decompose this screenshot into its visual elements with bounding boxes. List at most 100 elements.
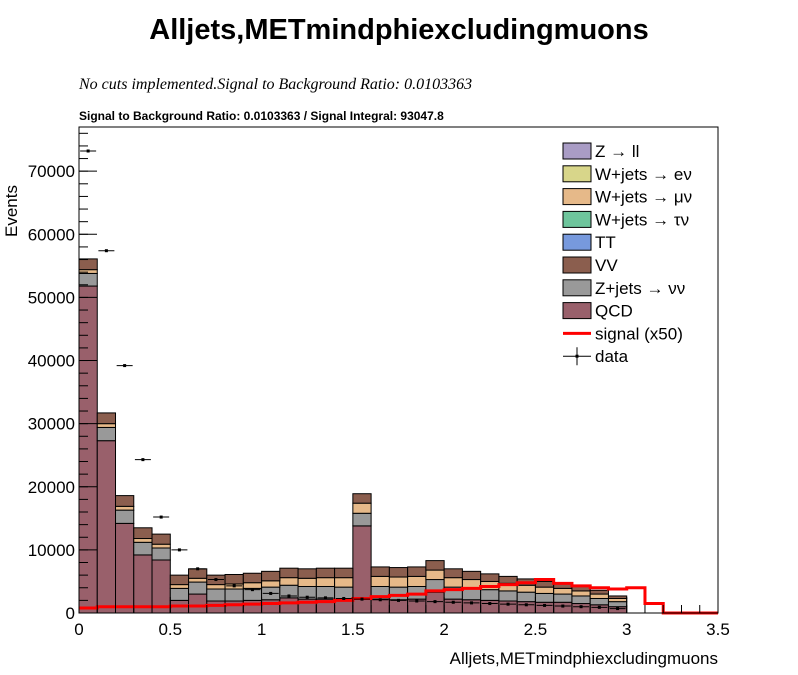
legend-label: data	[595, 347, 629, 366]
data-point	[445, 600, 462, 604]
data-marker	[196, 567, 200, 571]
data-point	[226, 584, 243, 588]
data-point	[573, 605, 590, 609]
data-marker	[433, 600, 437, 604]
data-marker	[470, 601, 474, 605]
plot-background	[79, 127, 718, 613]
bar	[388, 586, 409, 601]
bar	[534, 580, 555, 588]
legend-label: W+jets → τν	[595, 210, 689, 229]
bar	[315, 567, 336, 579]
bar	[571, 603, 591, 614]
data-point	[80, 149, 97, 153]
axes: 0 0.5 1 1.5 2 2.5 3 3.5 0 10000 20000 30000 40000 500…	[28, 126, 730, 639]
data-marker	[86, 149, 90, 153]
bar	[133, 538, 153, 543]
data-marker	[543, 603, 547, 607]
data-point	[390, 598, 407, 602]
x-tick-label: 3.5	[706, 620, 730, 639]
legend-label: VV	[595, 256, 618, 275]
legend-swatch	[562, 279, 592, 297]
y-tick-label: 70000	[28, 162, 75, 181]
legend-entry: VV	[562, 256, 618, 275]
data-marker	[250, 588, 254, 592]
bar	[315, 577, 336, 587]
legend-entry: W+jets → eν	[562, 165, 692, 184]
data-points	[80, 149, 626, 611]
data-marker	[342, 596, 346, 600]
bar	[206, 600, 226, 614]
bar	[151, 547, 171, 561]
x-tick-label: 1	[257, 620, 266, 639]
bar	[206, 584, 226, 590]
bar	[242, 572, 263, 584]
bar	[96, 426, 117, 442]
y-tick-label: 20000	[28, 478, 75, 497]
legend-swatch	[562, 256, 592, 274]
legend-entry: signal (x50)	[563, 324, 683, 343]
data-marker	[269, 591, 273, 595]
data-point	[189, 567, 206, 571]
bar	[553, 593, 573, 603]
bar	[370, 566, 390, 577]
bar	[224, 600, 244, 614]
data-marker	[579, 605, 583, 609]
plot-frame	[78, 126, 719, 614]
bar	[534, 586, 555, 594]
data-marker	[524, 603, 528, 607]
data-marker	[177, 548, 181, 552]
bar	[516, 591, 536, 603]
data-marker	[214, 578, 218, 582]
data-marker	[360, 597, 364, 601]
data-point	[408, 599, 425, 603]
data-marker	[506, 602, 510, 606]
bar	[443, 577, 463, 588]
data-point	[536, 603, 553, 607]
data-marker	[104, 249, 108, 253]
legend-swatch	[562, 165, 592, 183]
bar	[96, 423, 117, 428]
bar	[334, 567, 354, 579]
data-marker	[123, 364, 127, 368]
signal-line	[79, 578, 718, 615]
data-marker	[451, 600, 455, 604]
data-point	[463, 601, 480, 605]
data-marker	[488, 602, 492, 606]
bar	[279, 567, 299, 579]
stacked-histograms	[78, 258, 628, 614]
legend-entry: W+jets → μν	[562, 188, 692, 207]
bar	[115, 505, 135, 511]
data-point	[153, 515, 170, 519]
bar	[115, 509, 135, 524]
data-point	[481, 602, 498, 606]
data-point	[500, 602, 517, 606]
bar	[553, 587, 573, 595]
bar	[516, 584, 536, 593]
data-point	[591, 605, 608, 609]
legend-entry: Z → ll	[562, 142, 639, 161]
bar	[188, 581, 208, 595]
bar	[133, 554, 153, 614]
bar	[151, 543, 171, 549]
data-point	[280, 594, 297, 598]
bar	[115, 522, 135, 614]
legend-swatch-marker	[575, 354, 579, 358]
bar	[242, 582, 263, 589]
data-point	[609, 607, 626, 611]
legend-swatch	[562, 210, 592, 228]
stack-series-0	[78, 285, 628, 614]
y-tick-label: 50000	[28, 288, 75, 307]
bar	[96, 440, 117, 614]
y-axis-label: Events	[2, 185, 21, 237]
data-marker	[397, 598, 400, 602]
bar	[224, 588, 244, 602]
bar	[607, 601, 628, 608]
bar	[425, 569, 445, 581]
legend-swatch	[562, 188, 592, 206]
bar	[242, 599, 263, 614]
legend-entry: W+jets → τν	[562, 210, 689, 229]
bar	[279, 577, 299, 586]
data-point	[116, 364, 133, 368]
legend-entry: data	[563, 347, 629, 366]
